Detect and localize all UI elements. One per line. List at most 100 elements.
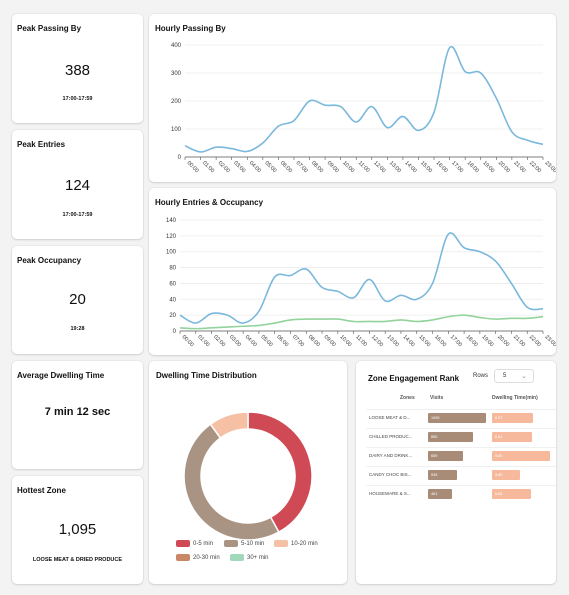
data-point — [321, 286, 323, 288]
visits-bar: 461 — [428, 489, 453, 499]
x-tick-label: 21:00 — [512, 160, 526, 174]
x-tick-label: 20:00 — [496, 334, 510, 348]
x-tick-label: 07:00 — [295, 160, 309, 174]
data-point — [384, 300, 386, 302]
data-point — [211, 313, 213, 315]
legend-item-30-plus[interactable]: 30+ min — [230, 554, 269, 561]
kpi-value: 20 — [69, 291, 86, 308]
legend-item-5-10[interactable]: 5-10 min — [224, 540, 264, 547]
data-point — [480, 72, 482, 74]
x-tick-label: 23:00 — [544, 334, 556, 348]
x-tick-label: 18:00 — [465, 334, 479, 348]
data-point — [195, 322, 197, 324]
col-header-visits: Visits — [430, 395, 444, 401]
data-point — [432, 283, 434, 285]
data-point — [526, 306, 528, 308]
kpi-card-avg-dwelling: Average Dwelling Time 7 min 12 sec — [12, 361, 143, 469]
table-row[interactable]: DAIRY AND DRINK... 659 9.80 — [366, 447, 556, 463]
data-point — [511, 283, 513, 285]
legend-item-10-20[interactable]: 10-20 min — [274, 540, 318, 547]
card-title: Peak Passing By — [17, 24, 82, 33]
data-point — [400, 294, 402, 296]
legend-item-20-30[interactable]: 20-30 min — [176, 554, 220, 561]
kpi-card-peak-occupancy: Peak Occupancy 20 19:28 — [12, 246, 143, 354]
visits-bar: 1095 — [428, 413, 486, 423]
visits-value: 461 — [431, 492, 438, 496]
data-point — [258, 310, 260, 312]
dwell-bar: 6.97 — [492, 413, 534, 423]
x-tick-label: 16:00 — [433, 334, 447, 348]
data-point — [368, 321, 370, 323]
zone-name: CANDY CHOC BIS... — [369, 472, 412, 477]
table-row[interactable]: CHILLED PRODUC... 850 6.81 — [366, 428, 556, 444]
zone-name: LOOSE MEAT & D... — [369, 415, 411, 420]
data-point — [242, 322, 244, 324]
x-tick-label: 03:00 — [228, 334, 242, 348]
data-point — [290, 275, 292, 277]
dwell-bar: 9.80 — [492, 451, 550, 461]
data-point — [511, 131, 513, 133]
x-tick-label: 07:00 — [291, 334, 305, 348]
data-point — [386, 127, 388, 129]
x-tick-label: 05:00 — [259, 334, 273, 348]
legend-item-0-5[interactable]: 0-5 min — [176, 540, 213, 547]
x-tick-label: 17:00 — [450, 160, 464, 174]
x-tick-label: 04:00 — [248, 160, 262, 174]
x-tick-label: 08:00 — [307, 334, 321, 348]
donut-slice[interactable] — [209, 411, 249, 440]
x-tick-label: 09:00 — [326, 160, 340, 174]
dwelling-donut-chart — [183, 411, 313, 541]
y-tick-label: 0 — [173, 329, 177, 335]
visits-bar: 659 — [428, 451, 463, 461]
x-tick-label: 04:00 — [244, 334, 258, 348]
visits-value: 539 — [431, 473, 438, 477]
kpi-subtext: 19:28 — [70, 326, 85, 332]
legend-swatch — [176, 540, 190, 547]
x-tick-label: 11:00 — [357, 160, 371, 174]
data-point — [495, 318, 497, 320]
x-tick-label: 12:00 — [372, 160, 386, 174]
data-point — [353, 297, 355, 299]
x-tick-label: 14:00 — [402, 334, 416, 348]
data-point — [495, 97, 497, 99]
data-point — [340, 106, 342, 108]
visits-bar: 850 — [428, 432, 474, 442]
data-point — [416, 298, 418, 300]
y-tick-label: 20 — [169, 313, 176, 319]
data-point — [495, 260, 497, 262]
x-tick-label: 19:00 — [480, 334, 494, 348]
x-tick-label: 10:00 — [341, 160, 355, 174]
data-point — [527, 139, 529, 141]
donut-legend: 0-5 min 5-10 min 10-20 min 20-30 min 30+… — [149, 361, 347, 584]
data-point — [479, 251, 481, 253]
data-point — [211, 327, 213, 329]
data-point — [305, 318, 307, 320]
y-tick-label: 60 — [169, 281, 176, 287]
dwell-value: 6.65 — [495, 492, 503, 496]
data-point — [231, 148, 233, 150]
visits-bar: 539 — [428, 470, 457, 480]
x-tick-label: 15:00 — [419, 160, 433, 174]
data-point — [277, 125, 279, 127]
card-title: Peak Occupancy — [17, 256, 82, 265]
data-point — [400, 319, 402, 321]
data-point — [184, 145, 186, 147]
panel-title: Zone Engagement Rank — [368, 374, 460, 383]
x-tick-label: 00:00 — [186, 160, 200, 174]
legend-swatch — [224, 540, 238, 547]
col-header-dwelling: Dwelling Time(min) — [492, 395, 538, 401]
table-row[interactable]: CANDY CHOC BIS... 539 4.80 — [366, 466, 556, 482]
kpi-card-peak-entries: Peak Entries 124 17:00-17:59 — [12, 130, 143, 239]
card-title: Average Dwelling Time — [17, 371, 105, 380]
legend-label: 0-5 min — [193, 540, 214, 547]
data-point — [542, 316, 544, 318]
legend-label: 20-30 min — [193, 554, 220, 561]
y-tick-label: 120 — [166, 234, 177, 240]
rows-select[interactable]: 5 ⌄ — [494, 369, 534, 383]
table-row[interactable]: LOOSE MEAT & D... 1095 6.97 — [366, 409, 556, 425]
table-row[interactable]: HOUSEWARE & S... 461 6.65 — [366, 485, 556, 501]
panel-title: Hourly Passing By — [155, 24, 226, 33]
chevron-down-icon: ⌄ — [521, 373, 527, 380]
data-point — [215, 146, 217, 148]
data-point — [463, 314, 465, 316]
